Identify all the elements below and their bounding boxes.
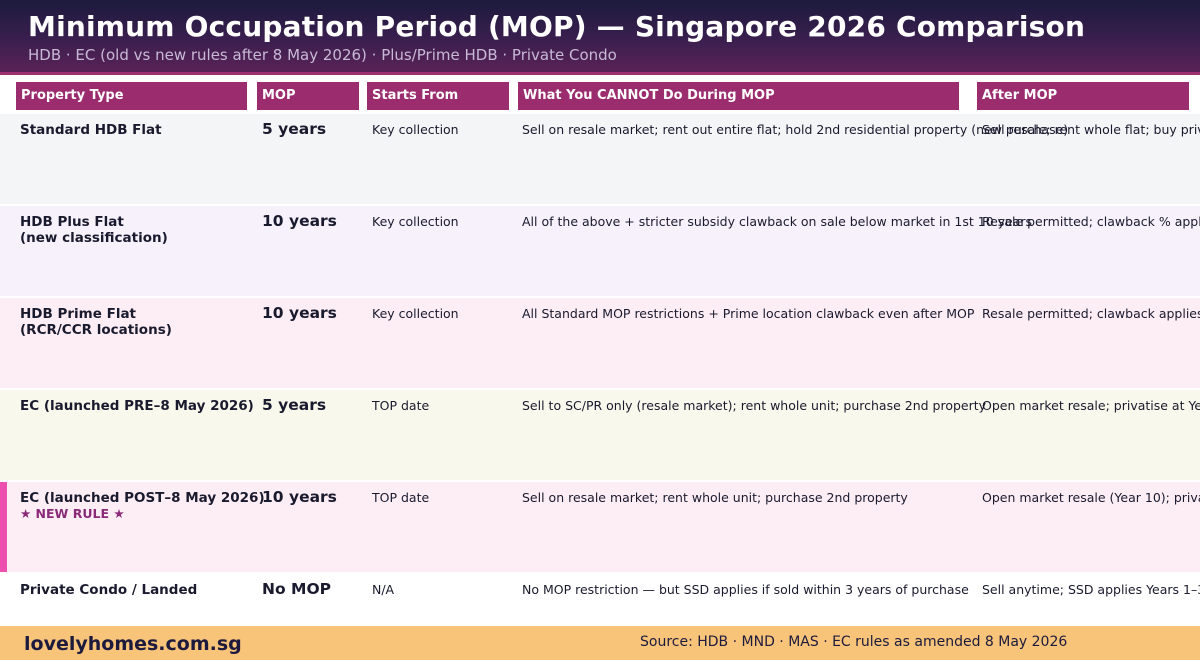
property-type-cell: EC (launched POST–8 May 2026) ★ NEW RULE … — [20, 490, 265, 522]
mop-value: No MOP — [262, 580, 331, 598]
page-header: Minimum Occupation Period (MOP) — Singap… — [0, 0, 1200, 75]
property-type-note: (RCR/CCR locations) — [20, 322, 172, 338]
property-type-label: Standard HDB Flat — [20, 122, 162, 138]
table-row: EC (launched PRE–8 May 2026) 5 years TOP d… — [0, 390, 1200, 480]
property-type-label: EC (launched PRE–8 May 2026) — [20, 398, 254, 414]
restrictions-text: Sell on resale market; rent out entire f… — [522, 122, 1069, 137]
property-type-cell: EC (launched PRE–8 May 2026) — [20, 398, 254, 414]
table-row: HDB Prime Flat (RCR/CCR locations) 10 year… — [0, 298, 1200, 388]
property-type-label: EC (launched POST–8 May 2026) — [20, 490, 265, 506]
mop-value: 10 years — [262, 304, 337, 322]
page-subtitle: HDB · EC (old vs new rules after 8 May 2… — [28, 46, 617, 64]
column-header-after-mop: After MOP — [977, 82, 1189, 110]
starts-from-value: Key collection — [372, 306, 459, 321]
mop-value: 5 years — [262, 396, 327, 414]
table-row: Standard HDB Flat 5 years Key collection Se… — [0, 114, 1200, 204]
mop-value: 10 years — [262, 212, 337, 230]
property-type-label: HDB Plus Flat — [20, 214, 124, 230]
property-type-cell: Standard HDB Flat — [20, 122, 162, 138]
mop-value: 10 years — [262, 488, 337, 506]
column-header-property-type: Property Type — [16, 82, 247, 110]
new-rule-accent-bar — [0, 482, 7, 572]
after-mop-text: Resale permitted; clawback % applies — [982, 214, 1200, 229]
after-mop-text: Open market resale; privatise at Year 10 — [982, 398, 1200, 413]
restrictions-text: No MOP restriction — but SSD applies if … — [522, 582, 969, 597]
column-header-cannot-do: What You CANNOT Do During MOP — [518, 82, 959, 110]
restrictions-text: Sell to SC/PR only (resale market); rent… — [522, 398, 987, 413]
starts-from-value: Key collection — [372, 122, 459, 137]
starts-from-value: N/A — [372, 582, 395, 597]
after-mop-text: Sell resale; rent whole flat; buy privat… — [982, 122, 1200, 137]
after-mop-text: Open market resale (Year 10); privatised — [982, 490, 1200, 505]
after-mop-text: Resale permitted; clawback applies — [982, 306, 1200, 321]
new-rule-badge: ★ NEW RULE ★ — [20, 506, 125, 521]
restrictions-text: All Standard MOP restrictions + Prime lo… — [522, 306, 975, 321]
table-row: Private Condo / Landed No MOP N/A No MOP re… — [0, 574, 1200, 626]
page-footer: lovelyhomes.com.sg Source: HDB · MND · M… — [0, 626, 1200, 660]
mop-value: 5 years — [262, 120, 327, 138]
after-mop-text: Sell anytime; SSD applies Years 1–3 — [982, 582, 1200, 597]
source-note: Source: HDB · MND · MAS · EC rules as am… — [640, 634, 1068, 650]
column-header-starts-from: Starts From — [367, 82, 509, 110]
starts-from-value: TOP date — [372, 398, 430, 413]
table-row: HDB Plus Flat (new classification) 10 year… — [0, 206, 1200, 296]
property-type-label: Private Condo / Landed — [20, 582, 198, 598]
property-type-cell: Private Condo / Landed — [20, 582, 197, 598]
property-type-label: HDB Prime Flat — [20, 306, 137, 322]
column-header-mop: MOP — [257, 82, 359, 110]
property-type-note: (new classification) — [20, 230, 168, 246]
page-title: Minimum Occupation Period (MOP) — Singap… — [28, 10, 1086, 43]
starts-from-value: TOP date — [372, 490, 430, 505]
table-row: EC (launched POST–8 May 2026) ★ NEW RULE … — [0, 482, 1200, 572]
property-type-cell: HDB Prime Flat (RCR/CCR locations) — [20, 306, 172, 338]
restrictions-text: Sell on resale market; rent whole unit; … — [522, 490, 908, 505]
restrictions-text: All of the above + stricter subsidy claw… — [522, 214, 1033, 229]
brand-name: lovelyhomes.com.sg — [24, 633, 242, 655]
property-type-cell: HDB Plus Flat (new classification) — [20, 214, 168, 246]
starts-from-value: Key collection — [372, 214, 459, 229]
